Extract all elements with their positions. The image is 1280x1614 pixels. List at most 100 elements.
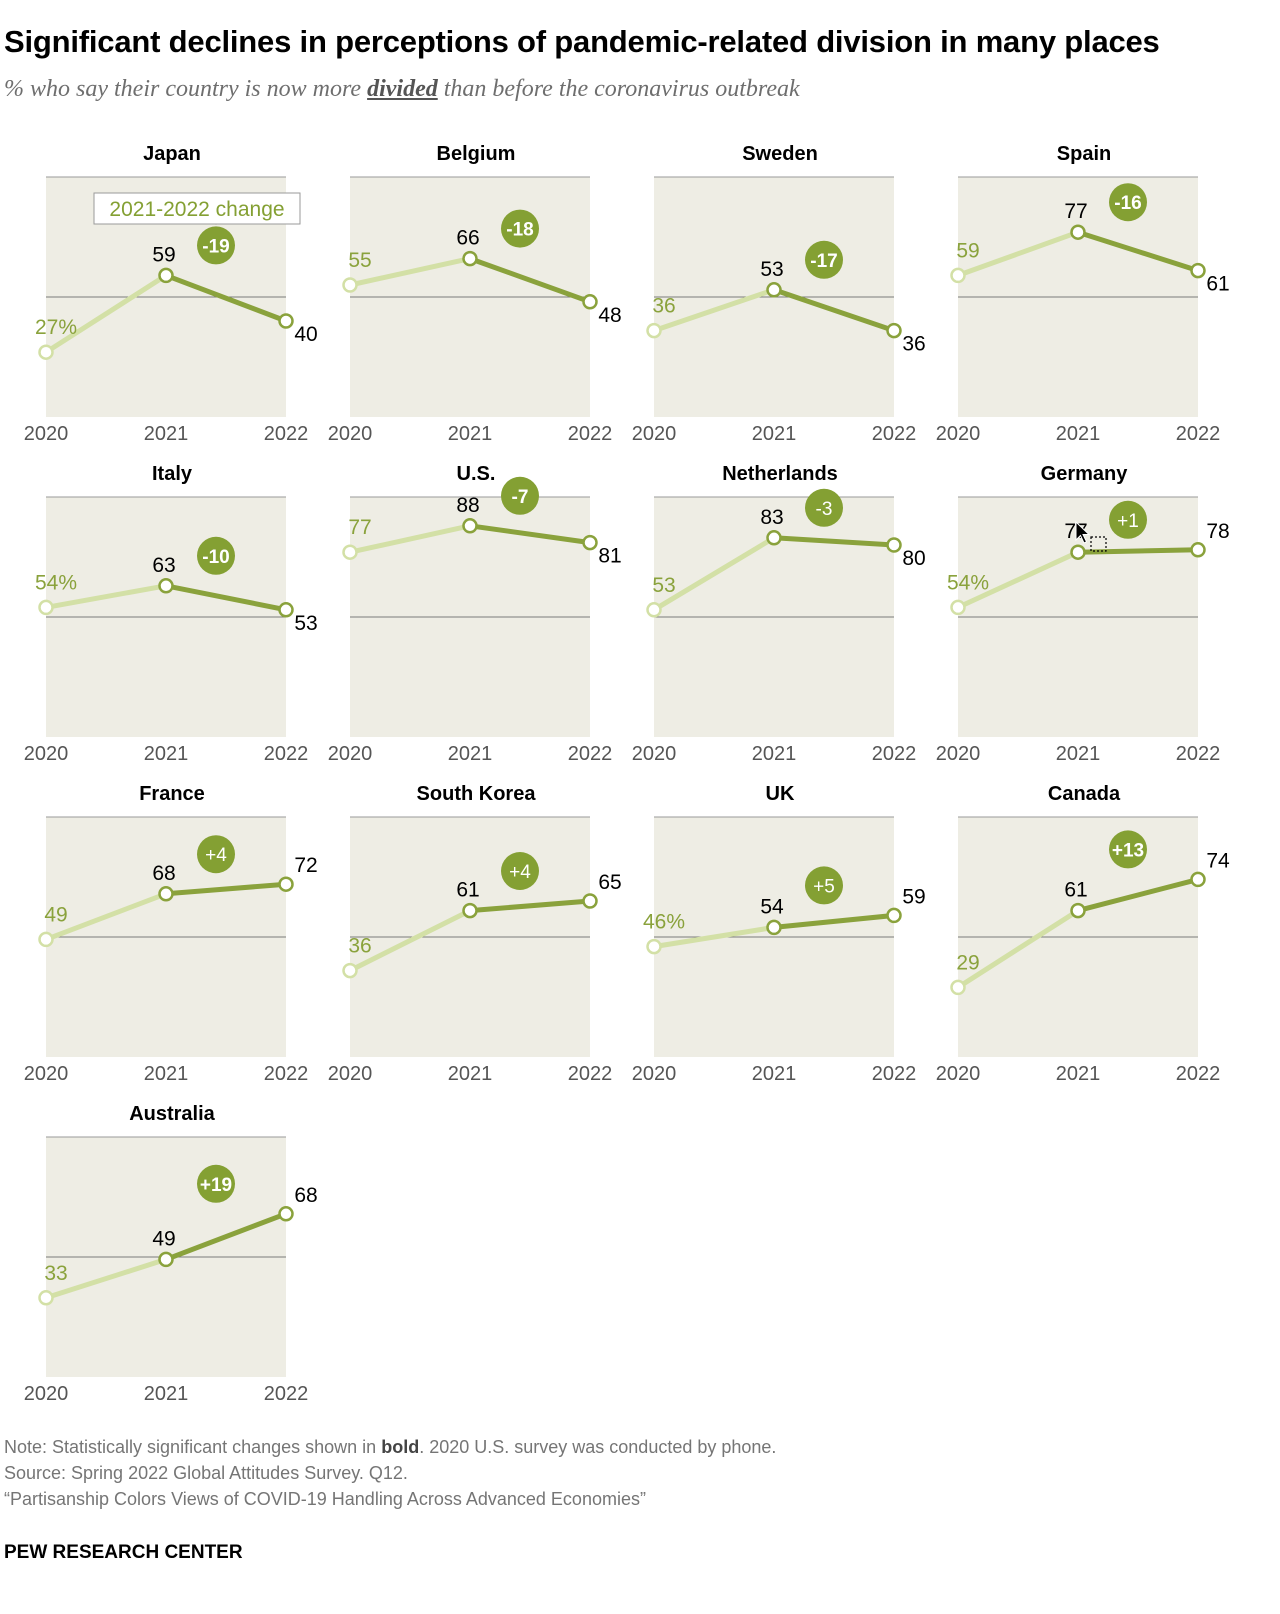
- x-tick-2022-south-korea: 2022: [568, 1063, 613, 1085]
- segment-2020-2021-canada: [955, 908, 1081, 990]
- point-2022-germany: [1190, 542, 1206, 558]
- x-tick-2022-germany: 2022: [1176, 743, 1221, 765]
- point-2020-italy: [38, 599, 54, 616]
- point-2021-canada: [1070, 902, 1086, 919]
- label-2022-sweden: 36: [902, 333, 925, 356]
- point-2020-uk: [646, 938, 662, 955]
- note-line: Note: Statistically significant changes …: [4, 1434, 776, 1460]
- point-2022-u-s: [582, 534, 598, 551]
- change-value-spain: -16: [1114, 193, 1141, 214]
- x-tick-2022-sweden: 2022: [872, 423, 917, 445]
- point-2022-spain: [1190, 262, 1206, 279]
- panel-title-u-s: U.S.: [457, 463, 496, 485]
- label-2020-uk: 46%: [643, 911, 685, 934]
- label-2021-netherlands: 83: [760, 506, 783, 529]
- label-2021-sweden: 53: [760, 258, 783, 281]
- label-2020-sweden: 36: [652, 295, 675, 318]
- change-value-germany: +1: [1117, 511, 1139, 532]
- x-tick-2021-south-korea: 2021: [448, 1063, 493, 1085]
- change-value-u-s: -7: [512, 487, 529, 508]
- point-2021-sweden: [766, 282, 782, 298]
- point-2020-japan: [38, 344, 54, 360]
- label-2020-netherlands: 53: [652, 574, 675, 597]
- point-2022-france: [278, 876, 294, 892]
- segment-2020-2021-australia: [43, 1256, 169, 1301]
- note-bold: bold: [381, 1437, 420, 1457]
- point-2021-u-s: [462, 518, 478, 534]
- label-2022-italy: 53: [294, 612, 317, 635]
- x-tick-2020-canada: 2020: [936, 1063, 981, 1085]
- x-tick-2020-france: 2020: [24, 1063, 69, 1085]
- label-2022-germany: 78: [1206, 520, 1229, 543]
- segment-2020-2021-belgium: [347, 256, 473, 288]
- label-2022-australia: 68: [294, 1184, 317, 1207]
- x-tick-2020-netherlands: 2020: [632, 743, 677, 765]
- change-value-netherlands: -3: [816, 499, 833, 520]
- change-value-canada: +13: [1112, 840, 1144, 861]
- point-2021-australia: [158, 1251, 174, 1268]
- change-badge-australia: [197, 1164, 235, 1203]
- x-tick-2020-spain: 2020: [936, 423, 981, 445]
- x-tick-2022-canada: 2022: [1176, 1063, 1221, 1085]
- point-2022-italy: [278, 602, 294, 618]
- report-line: “Partisanship Colors Views of COVID-19 H…: [4, 1489, 646, 1509]
- label-2021-japan: 59: [152, 243, 175, 266]
- segment-2021-2022-japan: [163, 272, 289, 324]
- change-badge-belgium: [501, 209, 539, 248]
- change-badge-germany: [1109, 500, 1147, 539]
- point-2021-spain: [1070, 224, 1086, 240]
- change-value-italy: -10: [202, 547, 229, 568]
- panel-title-netherlands: Netherlands: [722, 463, 838, 485]
- x-tick-2020-south-korea: 2020: [328, 1063, 373, 1085]
- segment-2021-2022-italy: [163, 583, 289, 613]
- change-badge-spain: [1109, 183, 1147, 222]
- x-tick-2022-spain: 2022: [1176, 423, 1221, 445]
- x-tick-2022-france: 2022: [264, 1063, 309, 1085]
- change-value-australia: +19: [200, 1175, 232, 1196]
- label-2022-spain: 61: [1206, 273, 1229, 296]
- change-value-sweden: -17: [810, 251, 837, 272]
- change-badge-uk: [805, 866, 843, 905]
- x-tick-2021-australia: 2021: [144, 1383, 189, 1405]
- segment-2020-2021-south-korea: [347, 908, 473, 974]
- point-2020-australia: [38, 1290, 54, 1306]
- label-2020-u-s: 77: [348, 516, 371, 539]
- point-2022-belgium: [582, 294, 598, 310]
- point-2022-sweden: [886, 322, 902, 339]
- x-tick-2021-spain: 2021: [1056, 423, 1101, 445]
- brand-logo-text: PEW RESEARCH CENTER: [4, 1542, 243, 1563]
- change-badge-france: [197, 835, 235, 874]
- x-tick-2020-germany: 2020: [936, 743, 981, 765]
- x-tick-2020-uk: 2020: [632, 1063, 677, 1085]
- point-2020-canada: [950, 979, 966, 996]
- segment-2020-2021-japan: [43, 272, 169, 355]
- change-callout-box: [93, 192, 301, 225]
- segment-2021-2022-u-s: [467, 523, 593, 546]
- note-prefix: Note: Statistically significant changes …: [4, 1437, 382, 1457]
- label-2021-u-s: 88: [456, 494, 479, 517]
- change-badge-south-korea: [501, 852, 539, 890]
- segment-2020-2021-italy: [43, 583, 169, 610]
- point-2022-uk: [886, 907, 902, 924]
- chart-subtitle: % who say their country is now more divi…: [4, 76, 800, 103]
- small-multiples-chart: Japan 2020 2021 2022 27% 59 40 -19 2021-2022 cha…: [24, 143, 1230, 1405]
- point-2022-south-korea: [582, 893, 598, 909]
- x-tick-2021-germany: 2021: [1056, 743, 1101, 765]
- segment-2020-2021-sweden: [651, 287, 777, 334]
- x-tick-2022-u-s: 2022: [568, 743, 613, 765]
- label-2022-u-s: 81: [598, 545, 621, 568]
- point-2021-uk: [766, 919, 782, 936]
- x-tick-2021-france: 2021: [144, 1063, 189, 1085]
- label-2022-japan: 40: [294, 323, 317, 346]
- x-tick-2020-u-s: 2020: [328, 743, 373, 765]
- label-2021-belgium: 66: [456, 227, 479, 250]
- x-tick-2021-netherlands: 2021: [752, 743, 797, 765]
- point-2021-netherlands: [766, 530, 782, 546]
- label-2021-france: 68: [152, 862, 175, 885]
- panel-title-south-korea: South Korea: [417, 783, 537, 805]
- label-2021-italy: 63: [152, 554, 175, 577]
- label-2022-uk: 59: [902, 885, 925, 908]
- point-2021-belgium: [462, 250, 478, 267]
- label-2020-australia: 33: [44, 1262, 67, 1285]
- source-line: Source: Spring 2022 Global Attitudes Sur…: [4, 1463, 408, 1483]
